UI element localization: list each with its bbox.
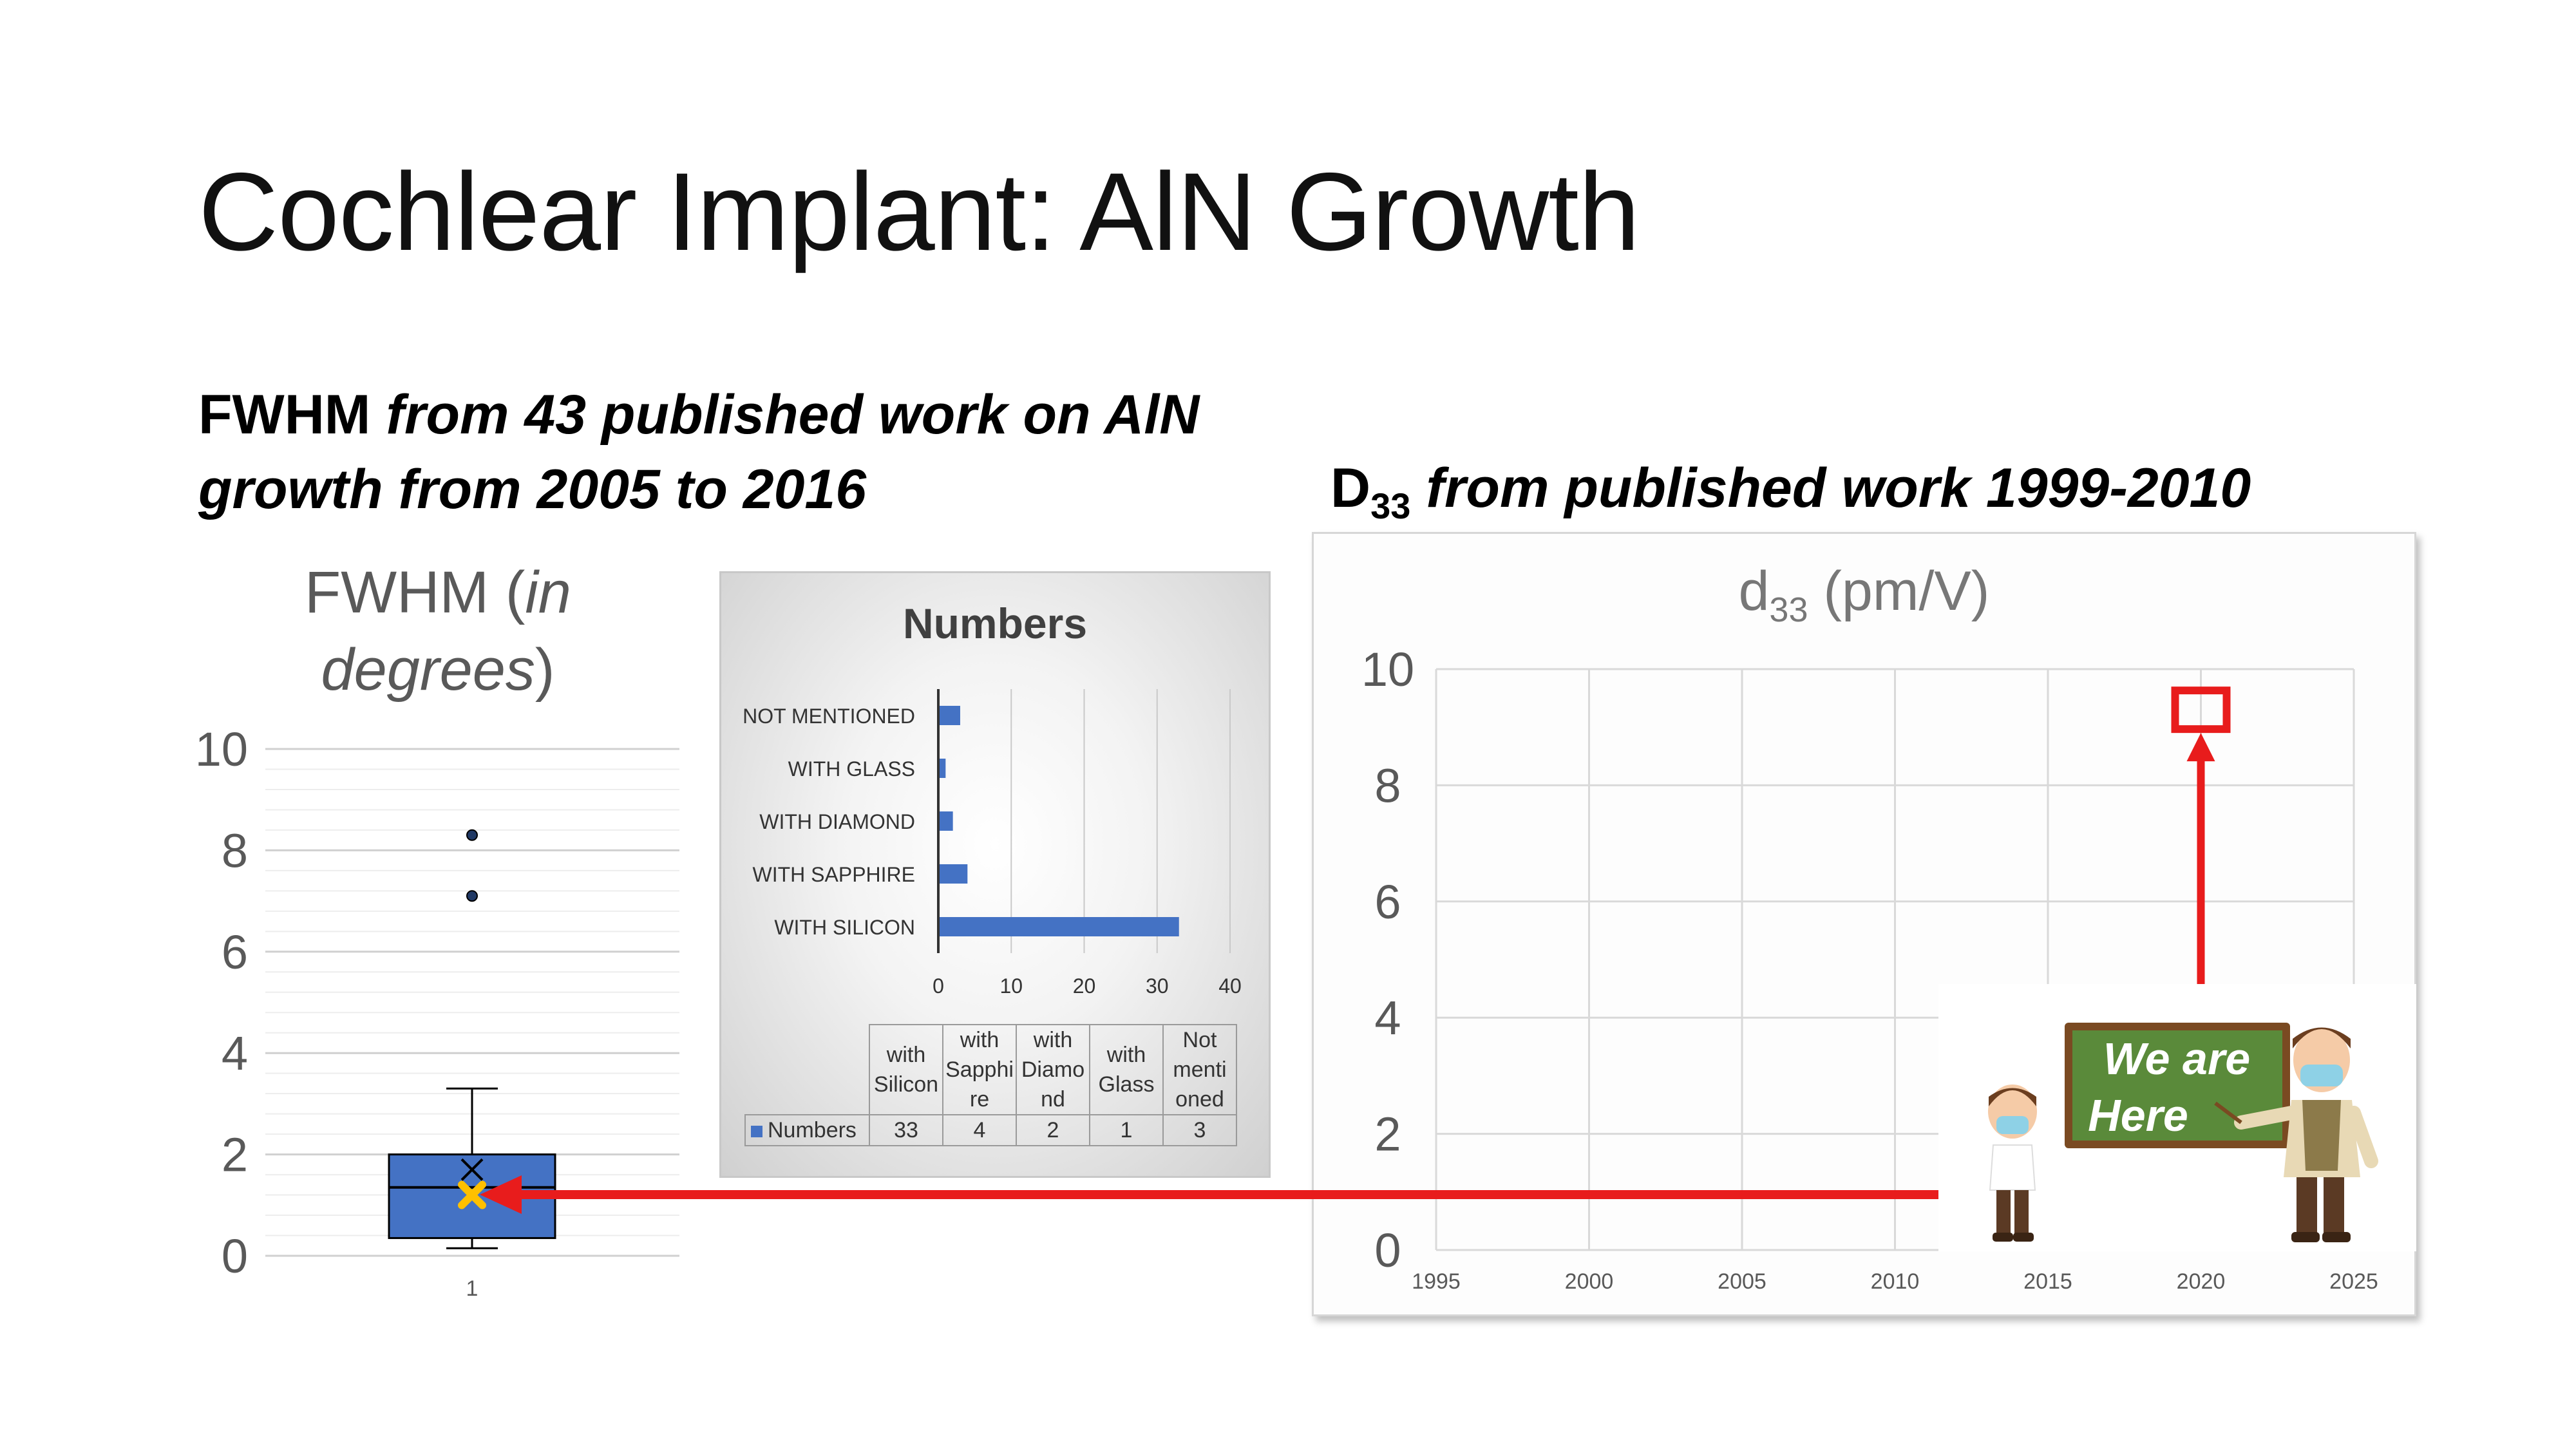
arrow-up-icon (2186, 733, 2215, 762)
table-row: Numbers 33 4 2 1 3 (744, 1114, 1237, 1146)
x-tick-label: 0 (933, 974, 944, 998)
box-title-italic-2: degrees (321, 637, 535, 703)
fwhm-heading-bold: FWHM (198, 384, 371, 446)
box-chart-title: FWHM (in degrees) (245, 554, 631, 708)
bar-category-label: WITH DIAMOND (759, 810, 915, 833)
y-tick-label: 8 (1374, 759, 1401, 812)
x-tick-label: 20 (1073, 974, 1096, 998)
x-tick-label: 2020 (2177, 1269, 2226, 1294)
table-cell: 2 (1016, 1114, 1090, 1146)
numbers-data-table: with Silicon with Sapphi re with Diamo nd wit… (744, 1024, 1237, 1146)
numbers-bar-chart: 0 10 20 30 40 NOT MENTIONED WITH GLASS WITH DIA… (743, 689, 1242, 998)
mean-marker (460, 1158, 484, 1181)
d33-heading-italic: from published work 1999-2010 (1426, 457, 2251, 519)
table-header-cell: with Diamo nd (1016, 1024, 1090, 1115)
d33-heading-lead: D (1331, 457, 1371, 519)
bar-category-label: NOT MENTIONED (743, 705, 915, 728)
bar (940, 864, 968, 884)
y-tick-label: 6 (1374, 875, 1401, 929)
y-tick-label: 2 (222, 1128, 248, 1182)
x-tick-label: 30 (1146, 974, 1169, 998)
y-tick-label: 8 (222, 824, 248, 877)
bar-category-label: WITH SAPPHIRE (753, 863, 915, 886)
y-tick-label: 0 (222, 1229, 248, 1283)
d33-heading-sub: 33 (1370, 486, 1411, 527)
y-tick-label: 6 (222, 925, 248, 979)
table-cell: 33 (869, 1114, 943, 1146)
fwhm-heading-italic-1: from 43 published work on AlN (386, 384, 1200, 446)
y-tick-label: 2 (1374, 1108, 1401, 1161)
box-title-plain: FWHM ( (305, 560, 526, 625)
highlight-marker (458, 1180, 486, 1209)
legend-swatch-icon (751, 1126, 762, 1137)
arrow-left-icon (480, 1175, 522, 1214)
target-box-marker (2171, 687, 2231, 734)
bar-category-label: WITH SILICON (774, 916, 915, 939)
table-cell: 3 (1162, 1114, 1237, 1146)
d33-heading: D33 from published work 1999-2010 (1331, 451, 2251, 544)
outlier-point (466, 890, 478, 902)
clipart-area: We are Here (1938, 984, 2416, 1251)
x-tick-label: 2000 (1565, 1269, 1614, 1294)
y-tick-label: 4 (222, 1027, 248, 1080)
x-tick-label: 2010 (1871, 1269, 1920, 1294)
x-tick-label: 1995 (1412, 1269, 1461, 1294)
x-tick-label: 40 (1218, 974, 1242, 998)
bar (940, 759, 946, 778)
student-figure (1988, 1084, 2037, 1242)
teacher-figure (2214, 1027, 2378, 1242)
y-tick-label: 10 (195, 723, 248, 776)
table-series-label: Numbers (744, 1114, 870, 1146)
x-tick-label: 2025 (2329, 1269, 2378, 1294)
table-header-cell: with Silicon (869, 1024, 943, 1115)
slide-title: Cochlear Implant: AlN Growth (198, 150, 1640, 274)
bar-chart-title: Numbers (902, 600, 1088, 647)
bar-category-label: WITH GLASS (788, 757, 915, 781)
bar (940, 917, 1179, 936)
box-title-italic-1: in (525, 560, 571, 625)
bar (940, 706, 960, 725)
y-tick-label: 0 (1374, 1224, 1401, 1277)
teacher-students-illustration: We are Here (1988, 1023, 2378, 1242)
x-tick-label: 2005 (1718, 1269, 1766, 1294)
box-title-end: ) (535, 637, 555, 703)
table-cell: 1 (1089, 1114, 1164, 1146)
y-tick-label: 10 (1361, 643, 1414, 696)
table-header-cell: with Sapphi re (942, 1024, 1017, 1115)
table-header-cell: Not menti oned (1162, 1024, 1237, 1115)
x-category-label: 1 (466, 1276, 478, 1301)
table-header-row: with Silicon with Sapphi re with Diamo nd wit… (745, 1024, 1237, 1115)
numbers-chart-panel: Numbers 0 10 20 30 40 NOT MENTIONED WITH GLASS… (719, 571, 1271, 1178)
fwhm-heading: FWHM from 43 published work on AlN growt… (198, 377, 1199, 527)
table-header-cell: with Glass (1089, 1024, 1164, 1115)
d33-chart-title: d33 (pm/V) (1738, 560, 1990, 630)
sign-text-1: We are (2103, 1034, 2250, 1084)
sign-text-2: Here (2088, 1090, 2188, 1141)
table-cell: 4 (942, 1114, 1017, 1146)
outlier-point (466, 829, 478, 841)
fwhm-heading-italic-2: growth from 2005 to 2016 (198, 459, 867, 520)
x-tick-label: 10 (999, 974, 1023, 998)
y-tick-label: 4 (1374, 991, 1401, 1045)
x-tick-label: 2015 (2023, 1269, 2072, 1294)
bar (940, 811, 953, 831)
